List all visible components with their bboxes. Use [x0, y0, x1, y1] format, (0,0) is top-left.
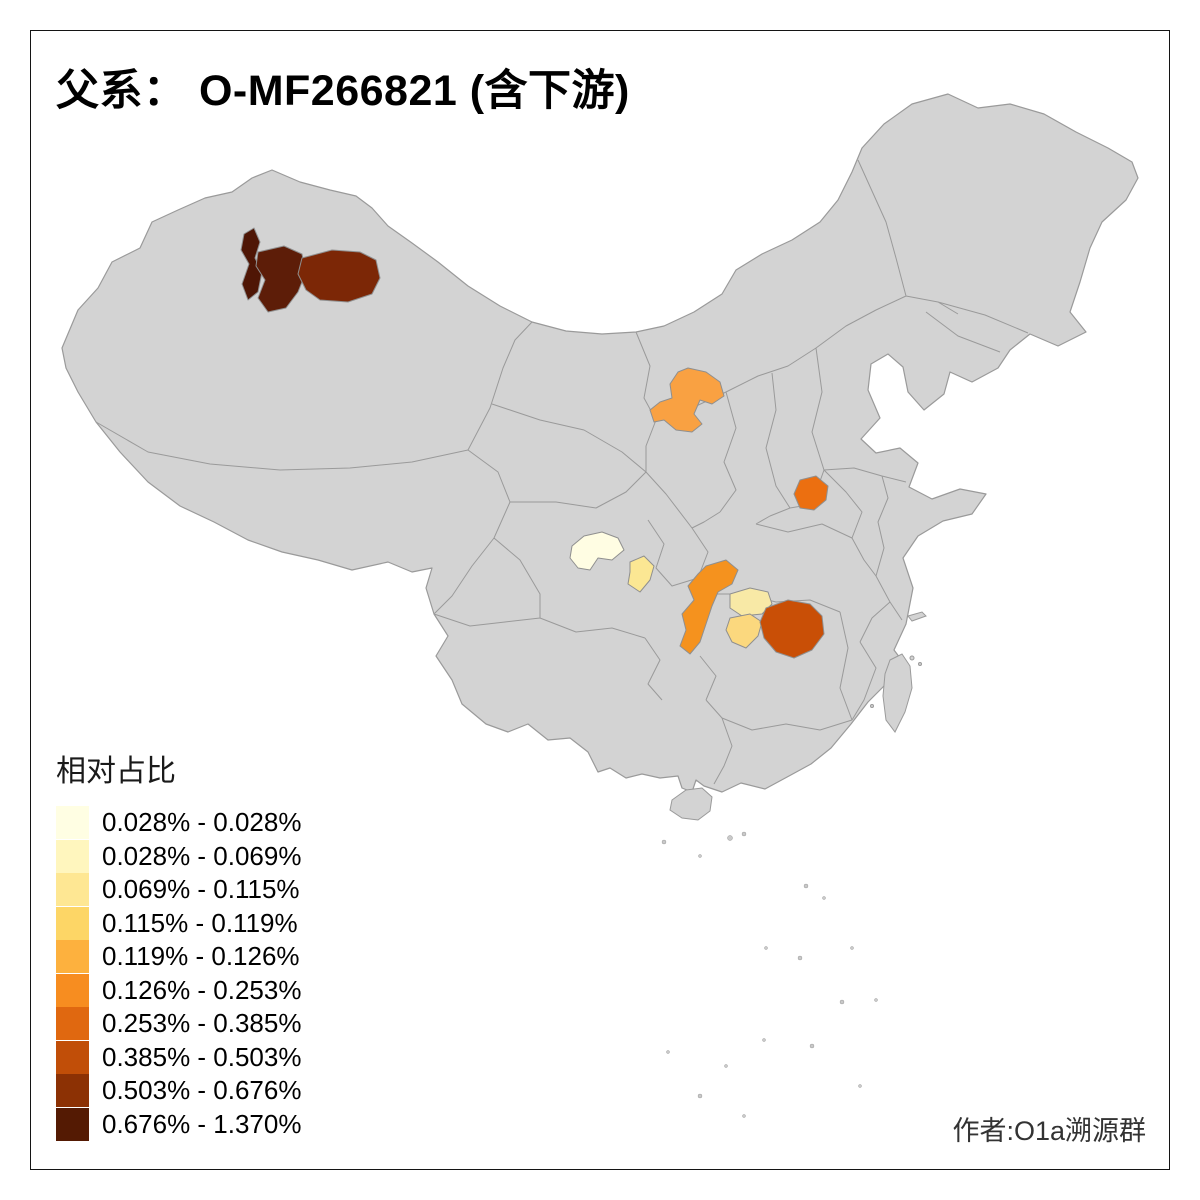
legend-title: 相对占比 — [56, 755, 176, 788]
legend-item-label: 0.069% - 0.115% — [102, 874, 300, 905]
legend-swatch — [56, 806, 89, 840]
legend-item-label: 0.119% - 0.126% — [102, 941, 300, 972]
region-south-orange-band — [679, 559, 739, 655]
legend-item: 0.115% - 0.119% — [56, 906, 301, 941]
coastal-islet — [909, 655, 915, 661]
region-northwest-2 — [255, 245, 307, 313]
legend-item-label: 0.126% - 0.253% — [102, 974, 302, 1005]
legend-swatch — [56, 940, 89, 974]
author-credit: 作者:O1a溯源群 — [952, 1116, 1146, 1146]
legend-item: 0.126% - 0.253% — [56, 973, 302, 1008]
legend-item-label: 0.385% - 0.503% — [102, 1041, 302, 1072]
legend-items: 0.028% - 0.028% 0.028% - 0.069% 0.069% -… — [56, 806, 301, 1141]
legend-item-label: 0.503% - 0.676% — [102, 1075, 302, 1106]
islet — [727, 835, 733, 841]
china-landmass — [61, 93, 1139, 793]
region-southwest-cream — [569, 531, 625, 571]
legend-item: 0.028% - 0.028% — [56, 806, 301, 840]
coastal-islet — [918, 662, 922, 666]
legend-swatch — [56, 906, 89, 940]
coastal-islet — [870, 704, 874, 708]
legend-swatch — [56, 973, 89, 1007]
region-northwest-1 — [240, 227, 263, 301]
legend-swatch — [56, 1107, 89, 1141]
legend-item: 0.503% - 0.676% — [56, 1074, 301, 1108]
islet — [698, 854, 702, 858]
legend-item-label: 0.676% - 1.370% — [102, 1108, 302, 1139]
legend-item: 0.676% - 1.370% — [56, 1107, 302, 1142]
legend-item-label: 0.028% - 0.069% — [102, 840, 302, 871]
region-central-plain — [793, 475, 829, 511]
legend-item-label: 0.115% - 0.119% — [102, 907, 298, 938]
region-south-gold — [725, 613, 763, 649]
taiwan-island — [882, 653, 913, 733]
islet — [741, 831, 747, 837]
hainan-island — [669, 787, 713, 821]
highlighted-regions — [240, 227, 829, 659]
south-china-sea-islets — [661, 831, 878, 1118]
islet — [697, 1093, 703, 1099]
islet — [724, 1064, 728, 1068]
islet — [762, 1038, 766, 1042]
islet — [809, 1043, 815, 1049]
region-south-dark-orange — [759, 599, 825, 659]
islet — [858, 1084, 862, 1088]
chongming-island — [907, 611, 927, 622]
region-southwest-yellow — [627, 555, 655, 593]
legend: 相对占比 0.028% - 0.028% 0.028% - 0.069% 0.0… — [56, 746, 301, 1141]
region-north-central — [649, 367, 725, 433]
islet — [661, 839, 667, 845]
islet — [874, 998, 878, 1002]
islet — [850, 946, 854, 950]
legend-item: 0.253% - 0.385% — [56, 1007, 301, 1041]
islands — [669, 611, 927, 821]
islet — [666, 1050, 670, 1054]
legend-item: 0.028% - 0.069% — [56, 839, 302, 874]
islet — [839, 999, 845, 1005]
legend-item: 0.119% - 0.126% — [56, 940, 301, 974]
legend-swatch — [56, 839, 89, 873]
legend-swatch — [56, 1040, 89, 1074]
figure-title: 父系： O-MF266821 (含下游) — [56, 67, 630, 115]
legend-item: 0.385% - 0.503% — [56, 1040, 302, 1075]
legend-item: 0.069% - 0.115% — [56, 873, 301, 907]
region-northwest-3 — [297, 249, 381, 303]
islet — [822, 896, 826, 900]
legend-item-label: 0.028% - 0.028% — [102, 807, 302, 838]
legend-item-label: 0.253% - 0.385% — [102, 1008, 302, 1039]
islet — [803, 883, 809, 889]
islet — [742, 1114, 746, 1118]
islet — [764, 946, 768, 950]
legend-swatch — [56, 1074, 89, 1108]
islet — [797, 955, 803, 961]
legend-swatch — [56, 1007, 89, 1041]
legend-swatch — [56, 873, 89, 907]
